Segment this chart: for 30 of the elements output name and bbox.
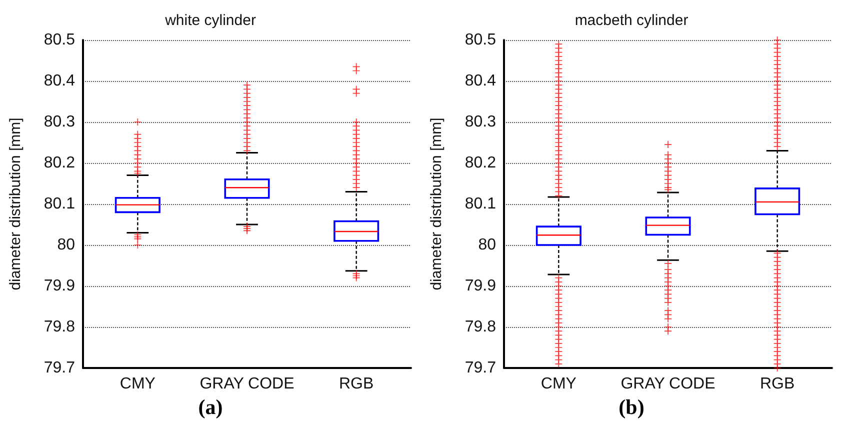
y-tick-label: 79.7 (44, 360, 76, 376)
x-tick-label: GRAY CODE (200, 376, 294, 392)
y-axis-title: diameter distribution [mm] (7, 118, 24, 290)
x-tick-label: CMY (120, 376, 156, 392)
y-tick-label: 79.8 (464, 318, 496, 336)
y-tick-label: 80.1 (464, 196, 496, 212)
y-tick-label: 80.5 (44, 32, 76, 48)
x-tick-label: GRAY CODE (620, 376, 716, 392)
y-tick-label: 79.9 (44, 278, 76, 294)
chart-title: macbeth cylinder (574, 12, 688, 29)
text: (b) (618, 395, 646, 420)
y-tick-label: 80.3 (44, 114, 76, 130)
y-tick-label: 80 (57, 236, 76, 254)
y-tick-label: 79.9 (464, 278, 496, 294)
y-tick-label: 80.2 (464, 154, 496, 172)
y-tick-label: 80.3 (464, 114, 496, 130)
y-tick-label: 80 (478, 236, 496, 254)
y-tick-label: 79.7 (464, 360, 496, 376)
y-tick-label: 80.1 (44, 196, 76, 212)
y-tick-label: 80.5 (464, 32, 496, 48)
x-tick-label: RGB (760, 376, 795, 392)
x-tick-label: CMY (540, 376, 577, 392)
x-tick-label: RGB (338, 376, 374, 392)
y-tick-label: 80.2 (44, 154, 76, 172)
y-tick-label: 80.4 (44, 72, 76, 90)
text: (a) (197, 395, 224, 420)
chart-title: white cylinder (164, 12, 256, 29)
y-axis-title: diameter distribution [mm] (428, 118, 445, 290)
y-tick-label: 80.4 (464, 72, 496, 90)
y-tick-label: 79.8 (44, 318, 76, 336)
